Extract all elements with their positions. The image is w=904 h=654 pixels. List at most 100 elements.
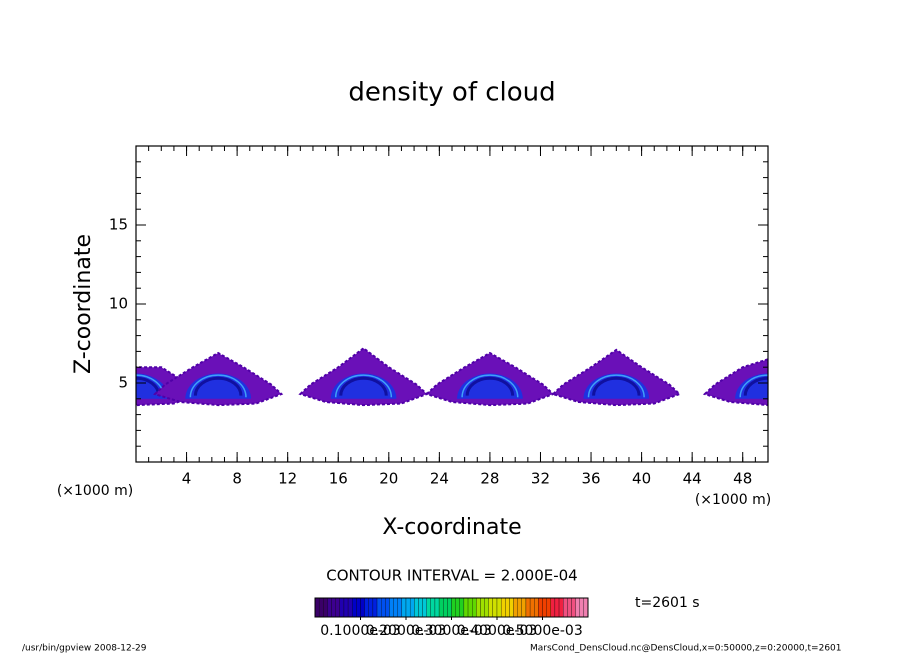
colorbar-stripe bbox=[542, 597, 547, 618]
y-axis-label: Z-coordinate bbox=[71, 234, 96, 374]
cloud-light bbox=[739, 374, 768, 398]
x-tick-label: 40 bbox=[632, 470, 651, 488]
plot-frame bbox=[135, 145, 769, 463]
x-tick-label: 4 bbox=[182, 470, 192, 488]
colorbar-stripe bbox=[393, 597, 398, 618]
colorbar-stripe bbox=[327, 597, 332, 618]
colorbar-stripe bbox=[314, 597, 320, 618]
colorbar-stripe bbox=[500, 597, 506, 618]
cloud-light bbox=[189, 374, 247, 398]
colorbar-stripe bbox=[447, 597, 452, 618]
x-tick-label: 28 bbox=[480, 470, 499, 488]
colorbar-stripe bbox=[558, 597, 564, 618]
colorbar-stripe bbox=[381, 597, 386, 618]
x-tick-label: 36 bbox=[581, 470, 600, 488]
colorbar-stripe bbox=[575, 597, 580, 618]
colorbar-stripe bbox=[455, 597, 460, 618]
colorbar-stripe bbox=[376, 597, 382, 618]
colorbar-stripe bbox=[529, 597, 535, 618]
colorbar-stripe bbox=[513, 597, 518, 618]
colorbar-stripe bbox=[339, 597, 345, 618]
x-tick-label: 12 bbox=[278, 470, 297, 488]
colorbar-stripe bbox=[492, 597, 498, 618]
colorbar-stripe bbox=[389, 597, 394, 618]
colorbar-stripe bbox=[409, 597, 415, 618]
colorbar-stripe bbox=[360, 597, 365, 618]
colorbar-stripe bbox=[352, 597, 357, 618]
x-tick-label: 32 bbox=[531, 470, 550, 488]
colorbar-stripe bbox=[459, 597, 465, 618]
cloud-inner bbox=[465, 376, 515, 396]
colorbar-stripe bbox=[443, 597, 448, 618]
colorbar-stripe bbox=[546, 597, 551, 618]
cloud-inner bbox=[592, 376, 641, 396]
colorbar-stripe bbox=[318, 597, 324, 618]
chart-title: density of cloud bbox=[348, 78, 555, 108]
colorbar-stripe bbox=[467, 597, 473, 618]
colorbar-tick-label: 0.2000e-03 bbox=[366, 623, 446, 639]
x-unit-label: (×1000 m) bbox=[57, 483, 133, 499]
colorbar-stripe bbox=[554, 597, 560, 618]
colorbar-stripe bbox=[434, 597, 440, 618]
colorbar-stripe bbox=[426, 597, 431, 618]
colorbar-stripe bbox=[405, 597, 411, 618]
x-tick-label: 20 bbox=[379, 470, 398, 488]
cloud-light bbox=[461, 374, 519, 398]
colorbar-tick-label: 0.4000e-03 bbox=[457, 623, 537, 639]
footer-left: /usr/bin/gpview 2008-12-29 bbox=[22, 644, 147, 654]
colorbar-stripe bbox=[538, 597, 543, 618]
cloud-light bbox=[587, 374, 645, 398]
colorbar-stripe bbox=[331, 597, 336, 618]
colorbar-stripe bbox=[583, 597, 589, 618]
colorbar-stripe bbox=[335, 597, 340, 618]
footer-right: MarsCond_DensCloud.nc@DensCloud,x=0:5000… bbox=[530, 644, 842, 654]
cloud-inner bbox=[743, 376, 768, 396]
x-axis-label: X-coordinate bbox=[382, 515, 521, 540]
colorbar-stripe bbox=[364, 597, 369, 618]
colorbar-stripe bbox=[430, 597, 436, 618]
colorbar-stripe bbox=[414, 597, 419, 618]
x-tick-label: 16 bbox=[329, 470, 348, 488]
colorbar-stripe bbox=[463, 597, 469, 618]
colorbar-stripe bbox=[418, 597, 423, 618]
colorbar-stripe bbox=[525, 597, 531, 618]
x-tick-label: 48 bbox=[733, 470, 752, 488]
colorbar-stripe bbox=[372, 597, 378, 618]
colorbar-stripe bbox=[509, 597, 514, 618]
time-label: t=2601 s bbox=[635, 595, 700, 611]
colorbar-stripe bbox=[571, 597, 576, 618]
colorbar-stripe bbox=[476, 597, 481, 618]
x-unit-label: (×1000 m) bbox=[695, 492, 771, 508]
colorbar-stripe bbox=[451, 597, 456, 618]
y-tick-label: 10 bbox=[109, 295, 128, 313]
colorbar-tick-label: 0.5000e-03 bbox=[502, 623, 582, 639]
y-tick-label: 5 bbox=[118, 374, 128, 392]
colorbar-stripe bbox=[347, 597, 353, 618]
colorbar-stripe bbox=[422, 597, 427, 618]
colorbar-stripe bbox=[550, 597, 556, 618]
x-tick-label: 44 bbox=[683, 470, 702, 488]
colorbar-stripe bbox=[505, 597, 510, 618]
colorbar-stripe bbox=[438, 597, 444, 618]
colorbar-stripe bbox=[368, 597, 374, 618]
contour-interval: CONTOUR INTERVAL = 2.000E-04 bbox=[326, 567, 577, 585]
colorbar-stripe bbox=[488, 597, 494, 618]
colorbar-stripe bbox=[397, 597, 403, 618]
y-tick-label: 15 bbox=[109, 216, 128, 234]
colorbar-tick-label: 0.3000e-03 bbox=[411, 623, 491, 639]
colorbar-tick-label: 0.1000e-03 bbox=[320, 623, 400, 639]
x-tick-label: 8 bbox=[232, 470, 242, 488]
colorbar-stripe bbox=[534, 597, 539, 618]
colorbar-stripe bbox=[472, 597, 477, 618]
cloud-inner bbox=[193, 376, 243, 396]
colorbar-stripe bbox=[517, 597, 522, 618]
colorbar-stripe bbox=[563, 597, 568, 618]
colorbar-stripe bbox=[356, 597, 361, 618]
cloud-inner bbox=[339, 376, 388, 396]
colorbar-stripe bbox=[579, 597, 585, 618]
contour-area bbox=[136, 346, 768, 407]
colorbar-stripe bbox=[521, 597, 527, 618]
colorbar-stripe bbox=[484, 597, 489, 618]
x-tick-label: 24 bbox=[430, 470, 449, 488]
